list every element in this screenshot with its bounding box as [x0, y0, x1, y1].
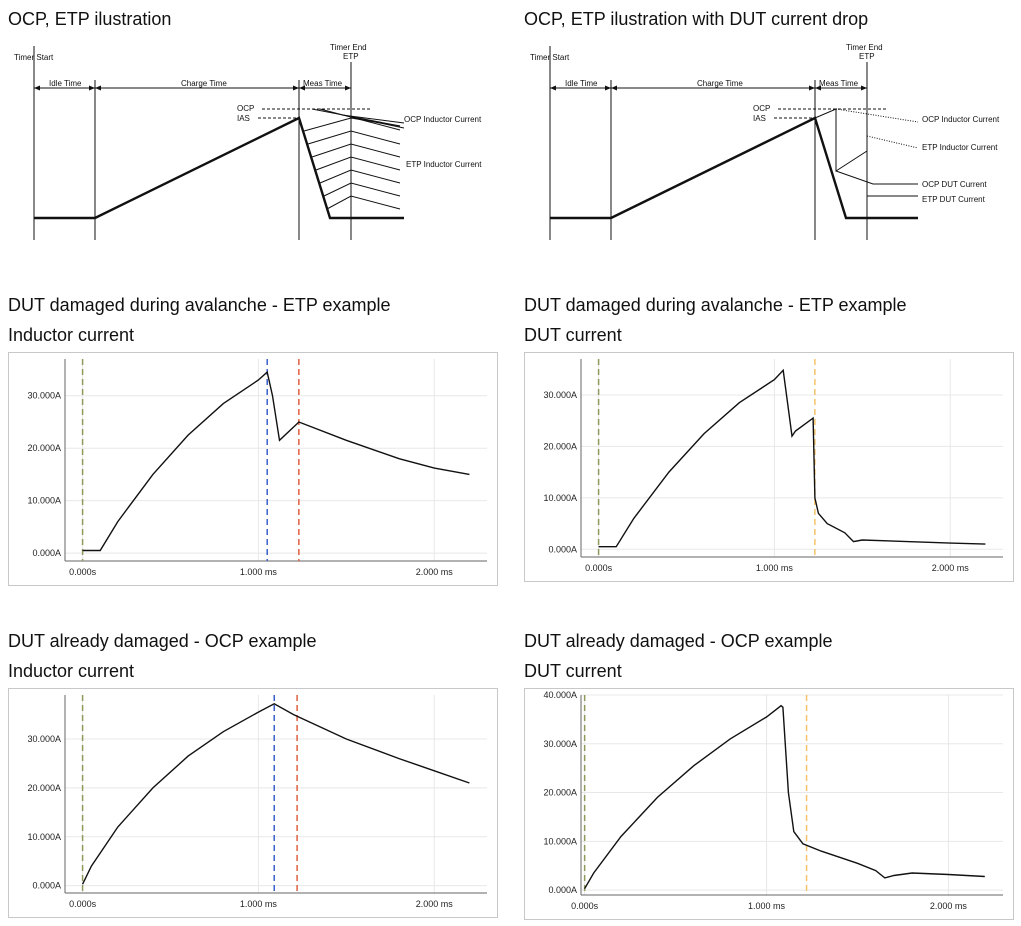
- ocp-dut-title: DUT already damaged - OCP example: [524, 631, 833, 651]
- y-tick-label: 0.000A: [548, 544, 577, 554]
- meas-time-label: Meas Time: [303, 79, 343, 88]
- timer-end-label: Timer End: [330, 43, 367, 52]
- ocp-inductor-title: DUT already damaged - OCP example: [8, 631, 317, 651]
- etp-inductor-subtitle: Inductor current: [8, 325, 135, 345]
- y-tick-label: 30.000A: [27, 734, 61, 744]
- y-tick-label: 10.000A: [27, 496, 61, 506]
- x-tick-label: 0.000s: [585, 563, 613, 573]
- idle-time-label-2: Idle Time: [565, 79, 598, 88]
- ocp-inductor-current-label: OCP Inductor Current: [404, 115, 482, 124]
- x-tick-label: 2.000 ms: [930, 901, 968, 911]
- idle-time-label: Idle Time: [49, 79, 82, 88]
- y-tick-label: 0.000A: [32, 548, 61, 558]
- ocp-label-2: OCP: [753, 104, 770, 113]
- x-tick-label: 0.000s: [69, 899, 97, 909]
- ocp-inductor-subtitle: Inductor current: [8, 661, 135, 681]
- meas-time-label-2: Meas Time: [819, 79, 859, 88]
- timer-start-label: Timer Start: [14, 53, 54, 62]
- etp-label: ETP: [343, 52, 359, 61]
- y-tick-label: 0.000A: [32, 881, 61, 891]
- etp-dut-current-label: ETP DUT Current: [922, 195, 986, 204]
- y-tick-label: 20.000A: [543, 788, 577, 798]
- etp-inductor-title: DUT damaged during avalanche - ETP examp…: [8, 295, 391, 315]
- ocp-label: OCP: [237, 104, 254, 113]
- x-tick-label: 1.000 ms: [748, 901, 786, 911]
- current-trace: [82, 370, 470, 552]
- y-tick-label: 30.000A: [543, 390, 577, 400]
- x-tick-label: 1.000 ms: [240, 567, 278, 577]
- timer-start-label-2: Timer Start: [530, 53, 570, 62]
- y-tick-label: 20.000A: [27, 443, 61, 453]
- etp-dut-chart: 0.000A 10.000A 20.000A 30.000A 0.000s 1.000 m…: [524, 352, 1014, 582]
- y-tick-label: 30.000A: [27, 391, 61, 401]
- y-tick-label: 0.000A: [548, 885, 577, 895]
- y-tick-label: 10.000A: [543, 836, 577, 846]
- etp-dut-subtitle: DUT current: [524, 325, 622, 345]
- current-trace: [81, 703, 470, 885]
- illustration-left-title: OCP, ETP ilustration: [8, 9, 172, 29]
- illustration-right-title: OCP, ETP ilustration with DUT current dr…: [524, 9, 869, 29]
- ocp-inductor-current-label-2: OCP Inductor Current: [922, 115, 1000, 124]
- ias-label-2: IAS: [753, 114, 766, 123]
- current-trace: [583, 704, 985, 890]
- x-tick-label: 2.000 ms: [416, 567, 454, 577]
- timer-end-label-2: Timer End: [846, 43, 883, 52]
- x-tick-label: 2.000 ms: [416, 899, 454, 909]
- ias-label: IAS: [237, 114, 250, 123]
- etp-inductor-current-label-2: ETP Inductor Current: [922, 143, 998, 152]
- ocp-dut-chart: 0.000A 10.000A 20.000A 30.000A 40.000A 0.000s…: [524, 688, 1014, 920]
- ocp-etp-illustration: Timer Start Idle Time Charge Time Meas T…: [14, 43, 482, 240]
- etp-label-2: ETP: [859, 52, 875, 61]
- x-tick-label: 2.000 ms: [932, 563, 970, 573]
- y-tick-label: 20.000A: [543, 441, 577, 451]
- x-tick-label: 0.000s: [69, 567, 97, 577]
- y-tick-label: 40.000A: [543, 690, 577, 700]
- y-tick-label: 10.000A: [27, 832, 61, 842]
- charge-time-label-2: Charge Time: [697, 79, 743, 88]
- x-tick-label: 0.000s: [571, 901, 599, 911]
- ocp-inductor-chart: 0.000A 10.000A 20.000A 30.000A 0.000s 1.000 m…: [8, 688, 498, 918]
- etp-inductor-chart: 0.000A 10.000A 20.000A 30.000A 0.000s 1.000 m…: [8, 352, 498, 586]
- y-tick-label: 30.000A: [543, 739, 577, 749]
- etp-dut-title: DUT damaged during avalanche - ETP examp…: [524, 295, 907, 315]
- y-tick-label: 10.000A: [543, 493, 577, 503]
- charge-time-label: Charge Time: [181, 79, 227, 88]
- etp-inductor-current-label: ETP Inductor Current: [406, 160, 482, 169]
- current-trace: [598, 368, 986, 548]
- x-tick-label: 1.000 ms: [756, 563, 794, 573]
- x-tick-label: 1.000 ms: [240, 899, 278, 909]
- dut-drop-illustration: Timer Start Idle Time Charge Time Meas T…: [530, 43, 1000, 240]
- ocp-dut-current-label: OCP DUT Current: [922, 180, 987, 189]
- y-tick-label: 20.000A: [27, 783, 61, 793]
- ocp-dut-subtitle: DUT current: [524, 661, 622, 681]
